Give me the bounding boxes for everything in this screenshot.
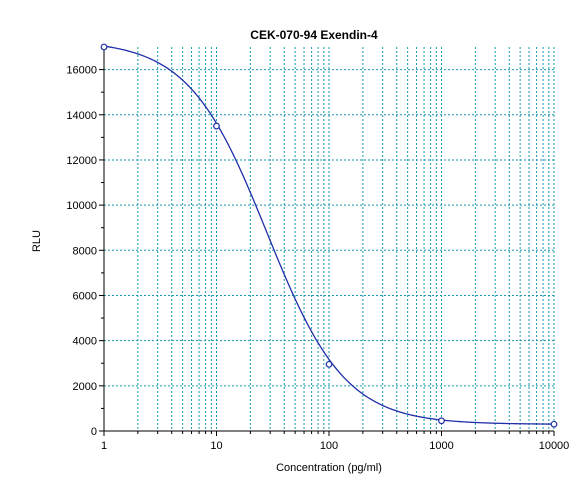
data-point <box>100 43 108 51</box>
x-axis-label: Concentration (pg/ml) <box>276 462 382 474</box>
y-tick-label: 12000 <box>66 155 97 167</box>
fit-curve-layer <box>103 45 555 425</box>
y-tick-label: 16000 <box>66 65 97 77</box>
y-tick-label: 8000 <box>73 245 97 257</box>
grid <box>104 47 555 431</box>
y-tick-label: 6000 <box>73 290 97 302</box>
data-point <box>325 360 333 368</box>
y-axis-label: RLU <box>31 230 43 252</box>
y-tick-label: 2000 <box>73 381 97 393</box>
data-point <box>438 417 445 425</box>
chart-title: CEK-070-94 Exendin-4 <box>250 28 378 42</box>
x-tick-label: 1 <box>101 440 107 452</box>
x-tick-label: 10 <box>210 440 222 452</box>
y-tick-label: 10000 <box>66 200 97 212</box>
data-point <box>213 122 220 130</box>
x-tick-label: 10000 <box>539 440 570 452</box>
fit-curve <box>103 45 555 425</box>
x-tick-label: 100 <box>320 440 338 452</box>
data-point <box>550 420 558 428</box>
ticks: 1 10 100 1000 10000 0 2000 4000 6000 8000 10000 120… <box>66 65 569 452</box>
y-tick-label: 14000 <box>66 110 97 122</box>
x-tick-label: 1000 <box>429 440 453 452</box>
y-tick-label: 4000 <box>73 336 97 348</box>
y-tick-label: 0 <box>91 426 97 438</box>
data-points <box>100 43 558 428</box>
